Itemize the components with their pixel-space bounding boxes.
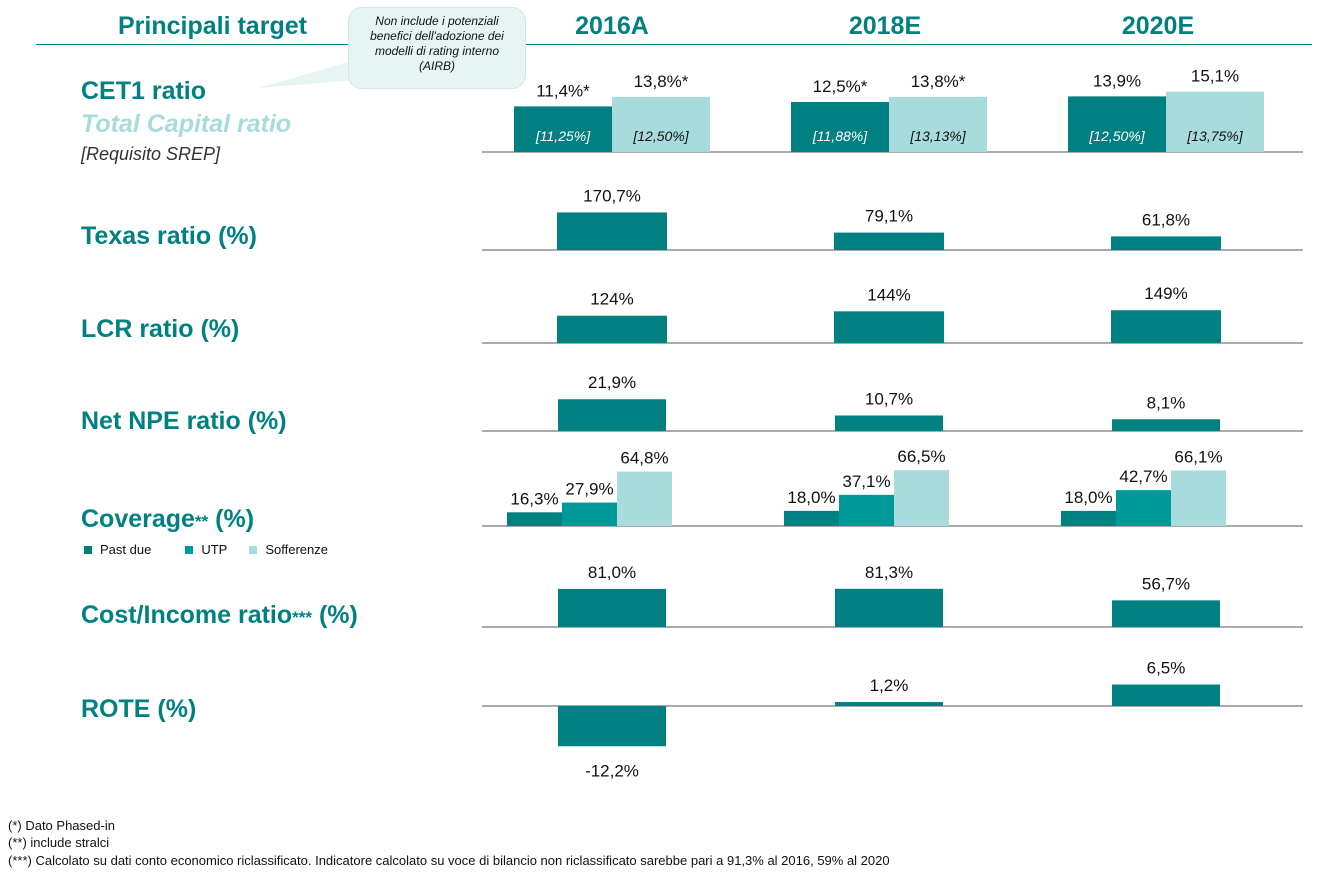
cet1-requirement-label-0-1: [11,88%] xyxy=(812,128,868,144)
rote-bar-2 xyxy=(1112,684,1220,706)
coverage-value-label-0-1: 18,0% xyxy=(787,488,835,507)
cet1-value-label-1-0: 13,8%* xyxy=(634,72,689,91)
cet1-requirement-label-1-1: [13,13%] xyxy=(909,128,966,144)
row-sublabel-srep: [Requisito SREP] xyxy=(81,144,221,164)
cet1-value-label-0-2: 13,9% xyxy=(1093,71,1141,90)
legend-swatch-utp xyxy=(185,545,194,554)
legend-label-utp: UTP xyxy=(201,542,228,557)
coverage-bar-past-due-1 xyxy=(784,510,839,526)
coverage-bar-sofferenze-2 xyxy=(1171,470,1226,526)
texas-value-label-2: 61,8% xyxy=(1142,210,1190,229)
cost-bar-0 xyxy=(558,588,666,627)
coverage-bar-past-due-0 xyxy=(507,512,562,526)
lcr-bar-2 xyxy=(1111,310,1221,343)
coverage-bar-past-due-2 xyxy=(1061,510,1116,526)
texas-bar-0 xyxy=(557,212,667,250)
cet1-bar-cet1-ratio-0 xyxy=(514,106,612,152)
column-header-2018e: 2018E xyxy=(848,12,922,40)
page-title: Principali target xyxy=(118,12,307,40)
coverage-value-label-0-2: 18,0% xyxy=(1064,488,1112,507)
cet1-bar-cet1-ratio-1 xyxy=(791,102,889,152)
row-label-rote: ROTE (%) xyxy=(81,695,197,723)
coverage-bar-utp-1 xyxy=(839,494,894,526)
cet1-requirement-label-0-2: [12,50%] xyxy=(1088,128,1145,144)
coverage-label-mark: ** xyxy=(194,512,209,531)
footnote-1: (*) Dato Phased-in xyxy=(8,818,115,833)
rote-bar-0 xyxy=(558,706,666,747)
coverage-label-main: Coverage xyxy=(81,505,195,533)
coverage-bar-sofferenze-0 xyxy=(617,471,672,526)
cost-label-mark: *** xyxy=(292,608,313,627)
cet1-bar-total-capital-ratio-2 xyxy=(1166,91,1264,152)
rote-value-label-0: -12,2% xyxy=(585,761,639,780)
lcr-value-label-0: 124% xyxy=(590,290,633,309)
cet1-value-label-0-1: 12,5%* xyxy=(813,77,868,96)
row-sublabel-total-capital: Total Capital ratio xyxy=(81,110,292,138)
npe-bar-0 xyxy=(558,399,666,431)
row-label-lcr: LCR ratio (%) xyxy=(81,315,240,343)
row-label-cet1: CET1 ratio xyxy=(81,77,207,105)
lcr-bar-1 xyxy=(834,311,944,343)
coverage-value-label-1-2: 42,7% xyxy=(1119,467,1167,486)
npe-bar-2 xyxy=(1112,419,1220,431)
coverage-label-tail: (%) xyxy=(208,505,255,533)
coverage-value-label-1-1: 37,1% xyxy=(842,472,890,491)
coverage-legend: Past due UTP Sofferenze xyxy=(84,542,328,557)
row-label-cost-income: Cost/Income ratio*** (%) xyxy=(81,601,358,630)
legend-label-sofferenze: Sofferenze xyxy=(265,542,328,557)
row-label-coverage: Coverage** (%) xyxy=(81,505,254,534)
texas-bar-1 xyxy=(834,232,944,250)
npe-bar-1 xyxy=(835,415,943,431)
texas-value-label-1: 79,1% xyxy=(865,207,913,226)
cet1-value-label-0-0: 11,4%* xyxy=(536,81,590,100)
cost-bar-1 xyxy=(835,588,943,627)
texas-value-label-0: 170,7% xyxy=(583,186,641,205)
lcr-value-label-2: 149% xyxy=(1144,284,1187,303)
header-divider xyxy=(36,44,1312,45)
coverage-bar-utp-2 xyxy=(1116,490,1171,526)
legend-swatch-past-due xyxy=(84,545,92,554)
cet1-bar-cet1-ratio-2 xyxy=(1068,96,1166,152)
lcr-value-label-1: 144% xyxy=(867,285,910,304)
cet1-value-label-1-1: 13,8%* xyxy=(911,72,966,91)
cet1-requirement-label-1-2: [13,75%] xyxy=(1186,128,1243,144)
coverage-value-label-0-0: 16,3% xyxy=(510,489,558,508)
column-header-2016a: 2016A xyxy=(575,12,649,40)
cost-value-label-2: 56,7% xyxy=(1142,574,1190,593)
cost-label-tail: (%) xyxy=(312,601,358,629)
row-label-npe: Net NPE ratio (%) xyxy=(81,407,287,435)
footnote-3: (***) Calcolato su dati conto economico … xyxy=(8,853,890,868)
coverage-bar-utp-0 xyxy=(562,502,617,526)
column-header-2020e: 2020E xyxy=(1121,12,1195,40)
cost-value-label-1: 81,3% xyxy=(865,563,913,582)
cet1-requirement-label-0-0: [11,25%] xyxy=(535,128,591,144)
npe-value-label-2: 8,1% xyxy=(1147,393,1186,412)
texas-bar-2 xyxy=(1111,236,1221,250)
legend-swatch-sofferenze xyxy=(249,545,258,554)
cost-value-label-0: 81,0% xyxy=(588,563,636,582)
footnote-2: (**) include stralci xyxy=(8,835,110,850)
cost-bar-2 xyxy=(1112,600,1220,627)
rote-bar-1 xyxy=(835,702,943,706)
callout-note: Non include i potenziali benefici dell'a… xyxy=(348,7,526,89)
coverage-bar-sofferenze-1 xyxy=(894,470,949,526)
coverage-value-label-2-2: 66,1% xyxy=(1174,447,1222,466)
coverage-value-label-2-0: 64,8% xyxy=(620,449,668,468)
rote-value-label-2: 6,5% xyxy=(1147,659,1186,678)
cet1-bar-total-capital-ratio-0 xyxy=(612,96,710,152)
lcr-bar-0 xyxy=(557,315,667,343)
cet1-value-label-1-2: 15,1% xyxy=(1191,67,1239,86)
cet1-bar-total-capital-ratio-1 xyxy=(889,96,987,152)
row-label-texas: Texas ratio (%) xyxy=(81,222,257,250)
npe-value-label-1: 10,7% xyxy=(865,389,913,408)
cost-label-main: Cost/Income ratio xyxy=(81,601,293,629)
rote-value-label-1: 1,2% xyxy=(870,676,909,695)
legend-label-past-due: Past due xyxy=(100,542,152,557)
npe-value-label-0: 21,9% xyxy=(588,373,636,392)
callout-tail xyxy=(258,60,356,88)
coverage-value-label-1-0: 27,9% xyxy=(565,480,613,499)
coverage-value-label-2-1: 66,5% xyxy=(897,447,945,466)
cet1-requirement-label-1-0: [12,50%] xyxy=(632,128,689,144)
